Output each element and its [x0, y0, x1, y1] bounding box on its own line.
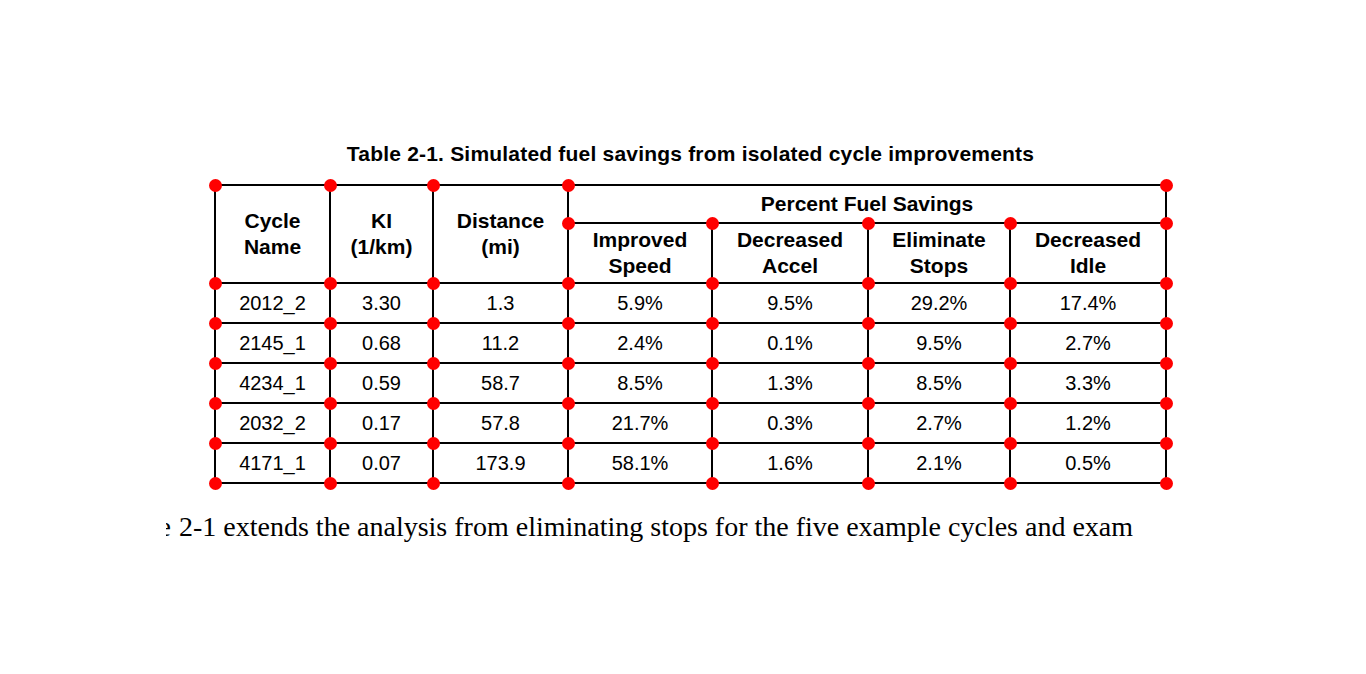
col-header-line: Decreased	[1011, 227, 1165, 253]
table-cell: 0.68	[330, 323, 433, 363]
col-header-line: KI	[331, 208, 432, 234]
table-cell: 1.3%	[712, 363, 868, 403]
clipped-letter: e	[166, 510, 171, 544]
table-cell: 2012_2	[215, 283, 330, 323]
table-cell: 21.7%	[568, 403, 712, 443]
table-row: 4234_1 0.59 58.7 8.5% 1.3% 8.5% 3.3%	[215, 363, 1166, 403]
table-cell: 0.5%	[1010, 443, 1166, 483]
table-cell: 0.17	[330, 403, 433, 443]
col-header-decreased-accel: Decreased Accel	[712, 223, 868, 283]
col-header-improved-speed: Improved Speed	[568, 223, 712, 283]
table-cell: 173.9	[433, 443, 568, 483]
table-caption: Table 2-1. Simulated fuel savings from i…	[215, 142, 1166, 166]
table-cell: 17.4%	[1010, 283, 1166, 323]
table-cell: 58.7	[433, 363, 568, 403]
table-cell: 57.8	[433, 403, 568, 443]
table-cell: 2.7%	[1010, 323, 1166, 363]
table-cell: 1.6%	[712, 443, 868, 483]
group-header-percent-fuel-savings: Percent Fuel Savings	[568, 185, 1166, 223]
col-header-decreased-idle: Decreased Idle	[1010, 223, 1166, 283]
table-cell: 9.5%	[712, 283, 868, 323]
table-cell: 8.5%	[568, 363, 712, 403]
col-header-line: Name	[216, 234, 329, 260]
table-cell: 0.1%	[712, 323, 868, 363]
table-cell: 0.59	[330, 363, 433, 403]
col-header-line: Accel	[713, 253, 867, 279]
table-row: 4171_1 0.07 173.9 58.1% 1.6% 2.1% 0.5%	[215, 443, 1166, 483]
col-header-line: (1/km)	[331, 234, 432, 260]
table-row: 2145_1 0.68 11.2 2.4% 0.1% 9.5% 2.7%	[215, 323, 1166, 363]
col-header-line: Cycle	[216, 208, 329, 234]
table-row: 2032_2 0.17 57.8 21.7% 0.3% 2.7% 1.2%	[215, 403, 1166, 443]
header-row-top: Cycle Name KI (1/km) Distance (mi) Perce…	[215, 185, 1166, 223]
table-cell: 29.2%	[868, 283, 1010, 323]
table-cell: 0.3%	[712, 403, 868, 443]
table-cell: 2145_1	[215, 323, 330, 363]
col-header-line: Idle	[1011, 253, 1165, 279]
col-header-line: Speed	[569, 253, 711, 279]
col-header-distance: Distance (mi)	[433, 185, 568, 283]
col-header-ki: KI (1/km)	[330, 185, 433, 283]
table-cell: 4171_1	[215, 443, 330, 483]
document-page: Table 2-1. Simulated fuel savings from i…	[0, 0, 1366, 674]
table-cell: 2.7%	[868, 403, 1010, 443]
table-row: 2012_2 3.30 1.3 5.9% 9.5% 29.2% 17.4%	[215, 283, 1166, 323]
col-header-line: Stops	[869, 253, 1009, 279]
col-header-line: (mi)	[434, 234, 567, 260]
col-header-cycle-name: Cycle Name	[215, 185, 330, 283]
table-cell: 5.9%	[568, 283, 712, 323]
table-cell: 8.5%	[868, 363, 1010, 403]
table-cell: 3.3%	[1010, 363, 1166, 403]
table-cell: 1.2%	[1010, 403, 1166, 443]
table-cell: 2.4%	[568, 323, 712, 363]
table-cell: 2.1%	[868, 443, 1010, 483]
table-cell: 11.2	[433, 323, 568, 363]
col-header-line: Improved	[569, 227, 711, 253]
body-text: e 2-1 extends the analysis from eliminati…	[166, 510, 1133, 544]
table-cell: 0.07	[330, 443, 433, 483]
col-header-eliminate-stops: Eliminate Stops	[868, 223, 1010, 283]
body-text-line: 2-1 extends the analysis from eliminatin…	[179, 511, 1133, 542]
table-cell: 3.30	[330, 283, 433, 323]
table-cell: 2032_2	[215, 403, 330, 443]
table-cell: 58.1%	[568, 443, 712, 483]
col-header-line: Decreased	[713, 227, 867, 253]
table-cell: 4234_1	[215, 363, 330, 403]
fuel-savings-table: Cycle Name KI (1/km) Distance (mi) Perce…	[214, 184, 1167, 484]
col-header-line: Eliminate	[869, 227, 1009, 253]
col-header-line: Distance	[434, 208, 567, 234]
table-cell: 9.5%	[868, 323, 1010, 363]
table-cell: 1.3	[433, 283, 568, 323]
